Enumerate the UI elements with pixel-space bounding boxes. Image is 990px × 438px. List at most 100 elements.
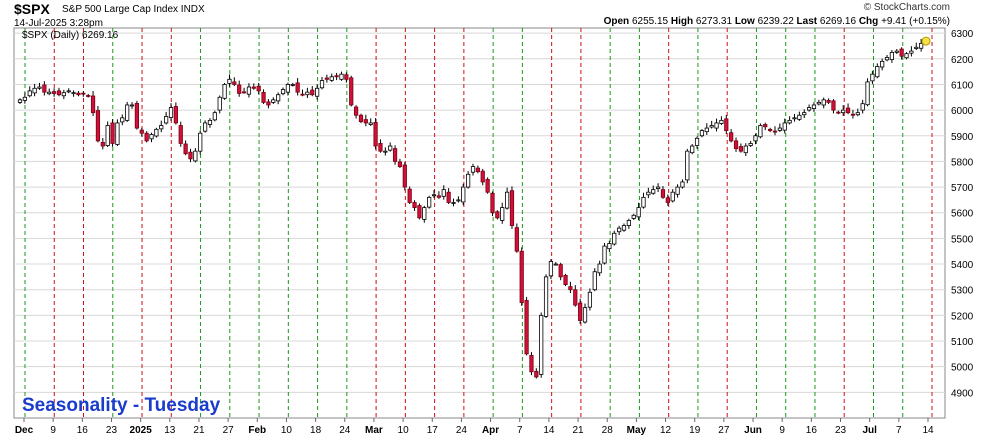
- x-tick-label: 27: [718, 425, 730, 436]
- candle-body: [22, 96, 27, 101]
- candle-body: [334, 75, 339, 78]
- candle-body: [266, 101, 271, 106]
- candle-body: [904, 53, 909, 59]
- candle-body: [110, 122, 115, 144]
- last-label: Last: [796, 16, 818, 27]
- seasonality-annotation: Seasonality - Tuesday: [22, 395, 221, 416]
- candle-body: [860, 103, 865, 111]
- y-tick-label: 5000: [951, 363, 974, 374]
- candle-body: [105, 125, 110, 146]
- candle-body: [188, 151, 193, 160]
- candle-body: [285, 84, 291, 93]
- candle-body: [193, 150, 198, 162]
- candle-body: [543, 276, 549, 317]
- x-tick-label: 7: [517, 425, 523, 436]
- x-tick-label: 14: [922, 425, 934, 436]
- candle-body: [889, 51, 895, 60]
- candle-body: [884, 57, 890, 61]
- candle-body: [699, 130, 705, 137]
- candle-body: [339, 73, 344, 80]
- candle-body: [563, 274, 568, 285]
- candle-body: [587, 291, 593, 308]
- candle-body: [431, 194, 437, 197]
- candle-body: [850, 113, 856, 116]
- candle-body: [42, 84, 47, 93]
- candle-body: [792, 117, 797, 120]
- y-tick-label: 5800: [951, 157, 974, 168]
- x-tick-label: 23: [835, 425, 847, 436]
- candle-body: [519, 250, 524, 303]
- candle-body: [276, 94, 281, 102]
- candle-body: [154, 128, 159, 137]
- candle-body: [509, 190, 515, 226]
- candle-body: [329, 76, 334, 81]
- candle-body: [290, 84, 295, 86]
- candle-body: [816, 102, 821, 105]
- candle-body: [66, 90, 71, 93]
- candle-body: [61, 92, 66, 97]
- candle-body: [636, 207, 641, 218]
- change-label: Chg: [858, 16, 879, 27]
- candle-body: [651, 189, 656, 194]
- candle-body: [724, 118, 729, 132]
- candle-body: [899, 48, 904, 57]
- candle-body: [300, 93, 305, 96]
- candle-body: [826, 99, 831, 103]
- candle-body: [422, 207, 427, 220]
- candle-body: [305, 91, 310, 96]
- x-tick-label: Dec: [15, 425, 34, 436]
- candle-body: [129, 104, 135, 107]
- candle-body: [451, 202, 456, 204]
- x-tick-label: 10: [398, 425, 410, 436]
- candle-body: [490, 192, 495, 214]
- candle-body: [573, 289, 578, 306]
- x-tick-label: 9: [50, 425, 56, 436]
- candle-body: [368, 122, 373, 125]
- candle-body: [71, 92, 76, 95]
- y-tick-label: 5100: [951, 337, 974, 348]
- candle-body: [607, 243, 612, 250]
- candle-body: [319, 80, 325, 89]
- candle-body: [397, 161, 403, 167]
- candle-body: [704, 127, 709, 133]
- candle-body: [466, 173, 471, 188]
- candle-body: [164, 116, 169, 124]
- candle-body: [763, 124, 768, 128]
- x-tick-label: 24: [339, 425, 351, 436]
- candle-body: [675, 186, 680, 195]
- candle-body: [909, 50, 914, 54]
- candle-body: [680, 181, 685, 188]
- series-legend: $SPX (Daily) 6269.16: [22, 30, 119, 41]
- x-tick-label: May: [627, 425, 647, 436]
- candle-body: [315, 87, 320, 97]
- candle-body: [617, 227, 622, 233]
- candle-body: [894, 50, 899, 53]
- candle-body: [719, 119, 724, 124]
- candle-body: [32, 87, 37, 94]
- candle-body: [500, 207, 505, 221]
- candle-body: [271, 99, 276, 103]
- candle-body: [436, 195, 442, 198]
- change-value: +9.41 (+0.15%): [881, 16, 950, 27]
- candle-body: [548, 261, 554, 277]
- candle-body: [90, 95, 96, 114]
- y-tick-label: 5900: [951, 132, 974, 143]
- low-value: 6239.22: [757, 16, 794, 27]
- x-tick-label: 2025: [130, 425, 153, 436]
- candle-body: [621, 225, 627, 231]
- candle-body: [529, 354, 534, 373]
- y-tick-label: 4900: [951, 388, 974, 399]
- x-tick-label: 16: [806, 425, 818, 436]
- candle-body: [86, 95, 91, 97]
- y-tick-label: 6200: [951, 55, 974, 66]
- x-tick-label: Jun: [744, 425, 762, 436]
- candle-body: [256, 85, 261, 92]
- exchange-label: INDX: [180, 4, 205, 15]
- candle-body: [461, 186, 466, 203]
- high-label: High: [670, 16, 694, 27]
- candle-body: [875, 66, 880, 78]
- y-tick-label: 5600: [951, 209, 974, 220]
- candle-body: [349, 77, 354, 106]
